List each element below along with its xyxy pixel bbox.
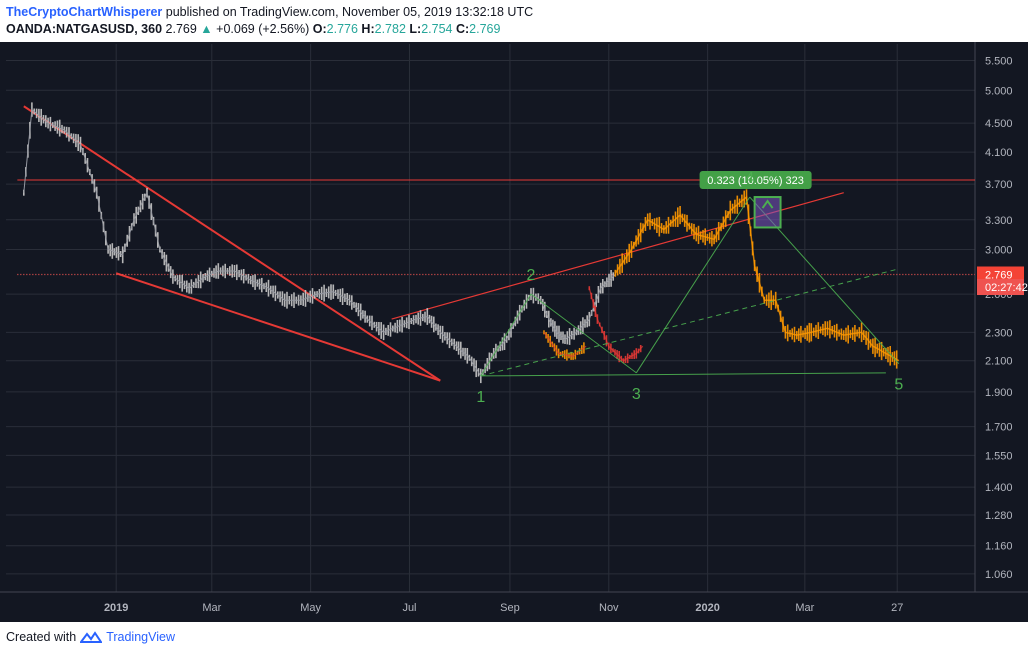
y-tick-label: 4.500 [985, 118, 1013, 130]
high-value: 2.782 [374, 22, 406, 36]
wave-line [530, 293, 637, 374]
y-tick-label: 5.000 [985, 85, 1013, 97]
y-tick-label: 4.100 [985, 147, 1013, 159]
y-tick-label: 3.300 [985, 215, 1013, 227]
y-tick-label: 3.000 [985, 245, 1013, 257]
y-tick-label: 1.060 [985, 569, 1013, 581]
x-tick-label: 27 [891, 602, 903, 614]
measure-arrow-icon [761, 199, 774, 209]
close-label: C: [455, 22, 470, 36]
alt-projection-series-line [543, 331, 587, 357]
x-tick-label: Nov [599, 602, 619, 614]
measure-box-border [753, 196, 782, 229]
wave-label: 2 [527, 267, 536, 284]
y-tick-label: 1.280 [985, 510, 1013, 522]
price-axis-label-bg [977, 279, 1024, 296]
wave-line [635, 196, 751, 374]
low-value: 2.754 [421, 22, 453, 36]
history-series-line [23, 108, 616, 377]
projection-series-line [614, 195, 900, 362]
ohlc-line: OANDA:NATGASUSD, 360 2.769 ▲ +0.069 (+2.… [6, 22, 500, 36]
wave-label: 3 [632, 386, 641, 403]
x-tick-label: 2019 [104, 602, 128, 614]
tradingview-logo-icon [80, 631, 103, 643]
x-tick-label: 2020 [695, 602, 719, 614]
price-change: +0.069 (+2.56%) [216, 22, 310, 36]
open-value: 2.776 [326, 22, 358, 36]
y-tick-label: 1.160 [985, 541, 1013, 553]
x-tick-label: Sep [500, 602, 520, 614]
wave-label: 5 [894, 377, 903, 394]
x-tick-label: Mar [202, 602, 221, 614]
created-with-label: Created with [6, 630, 77, 644]
y-tick-label: 2.300 [985, 327, 1013, 339]
last-price: 2.769 [165, 22, 197, 36]
x-tick-label: May [300, 602, 321, 614]
up-arrow-icon: ▲ [200, 22, 213, 36]
y-tick-label: 1.550 [985, 450, 1013, 462]
low-label: L: [409, 22, 422, 36]
wave-label: 1 [476, 389, 485, 406]
price-chart[interactable]: 5.5005.0004.5004.1003.7003.3003.0002.600… [0, 42, 1028, 622]
published-text: published on TradingView.com, November 0… [165, 5, 534, 19]
wave-line [480, 372, 886, 377]
price-axis-label: 2.769 [985, 269, 1013, 281]
tradingview-link[interactable]: TradingView [106, 630, 175, 644]
y-tick-label: 2.100 [985, 356, 1013, 368]
y-tick-label: 1.400 [985, 482, 1013, 494]
symbol-label: OANDA:NATGASUSD, 360 [6, 22, 163, 36]
measure-label-bg [699, 171, 812, 190]
publish-line: TheCryptoChartWhisperer published on Tra… [6, 5, 533, 19]
close-value: 2.769 [469, 22, 501, 36]
price-axis-label-bg [977, 266, 1024, 283]
author-link[interactable]: TheCryptoChartWhisperer [6, 5, 163, 19]
price-axis-label: 02:27:42 [985, 282, 1028, 294]
wave-label: 4 [745, 170, 754, 187]
high-label: H: [361, 22, 375, 36]
open-label: O: [312, 22, 327, 36]
x-tick-label: Jul [402, 602, 416, 614]
y-tick-label: 1.900 [985, 387, 1013, 399]
trendline-wedge-lower [115, 272, 441, 382]
footer: Created with TradingView [6, 630, 175, 644]
measure-label: 0.323 (10.05%) 323 [707, 175, 804, 187]
y-tick-label: 3.700 [985, 179, 1013, 191]
wave-line [480, 293, 532, 377]
alt-projection-series-line [588, 288, 644, 362]
trendline-wedge-upper [23, 105, 441, 382]
y-tick-label: 1.700 [985, 422, 1013, 434]
y-tick-label: 5.500 [985, 56, 1013, 68]
x-tick-label: Mar [795, 602, 814, 614]
